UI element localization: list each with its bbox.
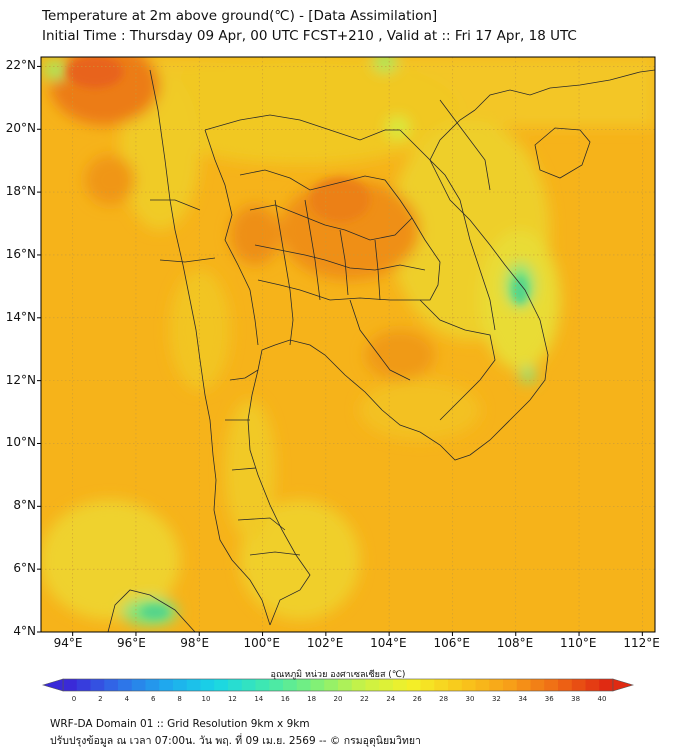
lon-label: 96°E	[116, 636, 146, 650]
colorbar-segment	[489, 679, 504, 691]
colorbar-min-arrow	[41, 678, 64, 692]
colorbar-segment	[200, 679, 215, 691]
lon-label: 94°E	[53, 636, 83, 650]
colorbar-tick-label: 28	[439, 695, 448, 703]
plot-frame	[40, 56, 656, 633]
colorbar-segment	[118, 679, 133, 691]
colorbar-tick-label: 0	[72, 695, 76, 703]
colorbar-segment	[310, 679, 325, 691]
colorbar-segment	[159, 679, 174, 691]
colorbar-segment	[448, 679, 463, 691]
lon-label: 104°E	[370, 636, 407, 650]
lat-label: 22°N	[5, 58, 36, 73]
colorbar-segment	[324, 679, 339, 691]
colorbar-segment	[173, 679, 188, 691]
colorbar-segment	[255, 679, 270, 691]
colorbar-tick-label: 20	[334, 695, 343, 703]
colorbar-segment	[599, 679, 614, 691]
colorbar-ticks: 0 2 4 6 8 10 12 14 16 18 20 22 24 26 28 30 32 34 36 38 40	[72, 695, 607, 703]
colorbar-tick-label: 6	[151, 695, 156, 703]
lon-label: 106°E	[433, 636, 470, 650]
colorbar-segment	[571, 679, 586, 691]
colorbar-tick-label: 18	[307, 695, 316, 703]
lat-label: 20°N	[5, 121, 36, 136]
lon-label: 102°E	[306, 636, 344, 650]
lat-label: 8°N	[13, 498, 36, 513]
colorbar-tick-label: 14	[254, 695, 263, 703]
colorbar-segment	[228, 679, 243, 691]
lon-label: 98°E	[180, 636, 210, 650]
colorbar-segment	[420, 679, 435, 691]
colorbar-segments	[62, 678, 614, 692]
lat-label: 14°N	[5, 309, 36, 324]
colorbar-tick-label: 12	[228, 695, 237, 703]
colorbar-segment	[406, 679, 421, 691]
colorbar-segment	[393, 679, 408, 691]
colorbar-tick-label: 10	[202, 695, 211, 703]
colorbar-tick-label: 40	[598, 695, 607, 703]
lon-label: 112°E	[623, 636, 660, 650]
colorbar-segment	[585, 679, 600, 691]
colorbar-segment	[530, 679, 545, 691]
colorbar-segment	[516, 679, 531, 691]
lat-label: 10°N	[5, 435, 36, 450]
lat-label: 16°N	[5, 246, 36, 261]
lon-label: 100°E	[243, 636, 281, 650]
colorbar-segment	[186, 679, 201, 691]
colorbar: 0 2 4 6 8 10 12 14 16 18 20 22 24 26 28 30 32 34 36 38 40	[41, 678, 635, 703]
colorbar-tick-label: 32	[492, 695, 501, 703]
footer-update-info: ปรับปรุงข้อมูล ณ เวลา 07:00น. วัน พฤ. ที…	[50, 735, 421, 747]
colorbar-tick-label: 16	[281, 695, 290, 703]
colorbar-tick-label: 34	[518, 695, 527, 703]
colorbar-tick-label: 2	[98, 695, 102, 703]
colorbar-tick-label: 30	[466, 695, 475, 703]
colorbar-tick-label: 36	[545, 695, 554, 703]
colorbar-segment	[379, 679, 394, 691]
colorbar-tick-label: 24	[386, 695, 395, 703]
map-title: Temperature at 2m above ground(℃) - [Dat…	[42, 6, 577, 46]
footer-domain-info: WRF-DA Domain 01 :: Grid Resolution 9km …	[50, 718, 310, 730]
colorbar-segment	[90, 679, 105, 691]
colorbar-segment	[241, 679, 256, 691]
colorbar-segment	[461, 679, 476, 691]
colorbar-segment	[131, 679, 146, 691]
colorbar-segment	[283, 679, 298, 691]
title-line-2: Initial Time : Thursday 09 Apr, 00 UTC F…	[42, 28, 577, 44]
colorbar-segment	[76, 679, 91, 691]
axis-ticks	[37, 65, 643, 636]
colorbar-segment	[296, 679, 311, 691]
colorbar-segment	[544, 679, 559, 691]
colorbar-segment	[558, 679, 573, 691]
lat-label: 18°N	[5, 184, 36, 199]
colorbar-segment	[104, 679, 119, 691]
colorbar-segment	[338, 679, 353, 691]
title-line-1: Temperature at 2m above ground(℃) - [Dat…	[42, 8, 438, 24]
colorbar-segment	[145, 679, 160, 691]
lat-label: 12°N	[5, 372, 36, 387]
colorbar-tick-label: 4	[125, 695, 130, 703]
lon-label: 110°E	[560, 636, 597, 650]
colorbar-segment	[365, 679, 380, 691]
colorbar-segment	[63, 679, 78, 691]
colorbar-segment	[214, 679, 229, 691]
lat-label: 6°N	[13, 561, 36, 576]
colorbar-segment	[269, 679, 284, 691]
colorbar-tick-label: 26	[413, 695, 422, 703]
colorbar-segment	[503, 679, 518, 691]
colorbar-segment	[475, 679, 490, 691]
colorbar-segment	[434, 679, 449, 691]
colorbar-title: อุณหภูมิ หน่วย องศาเซลเซียส (℃)	[270, 670, 406, 680]
lat-label: 4°N	[13, 624, 36, 638]
colorbar-tick-label: 8	[177, 695, 181, 703]
colorbar-tick-label: 22	[360, 695, 369, 703]
colorbar-tick-label: 38	[571, 695, 580, 703]
colorbar-segment	[351, 679, 366, 691]
colorbar-max-arrow	[612, 678, 635, 692]
lon-label: 108°E	[496, 636, 534, 650]
temperature-field	[41, 57, 655, 632]
coastlines-borders	[107, 69, 655, 632]
